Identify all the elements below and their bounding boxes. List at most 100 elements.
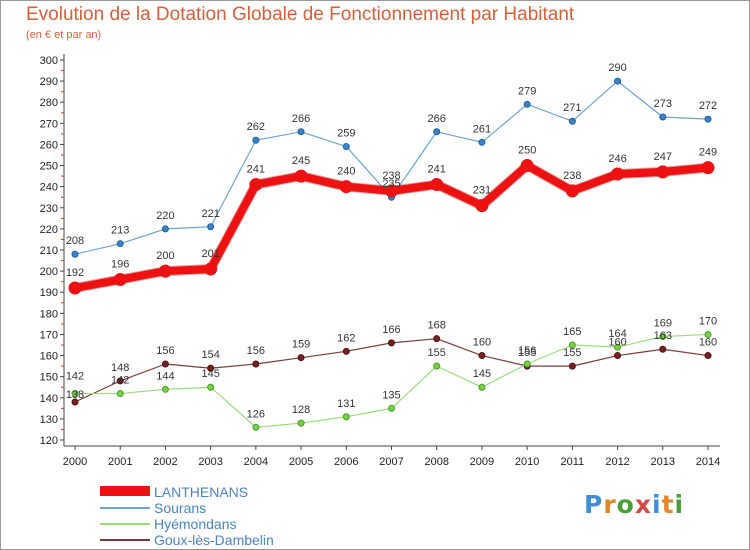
data-point-goux-les-dambelin bbox=[388, 339, 395, 347]
data-point-lanthenans bbox=[701, 161, 715, 175]
data-point-lanthenans bbox=[249, 178, 263, 192]
x-tick-label: 2013 bbox=[651, 456, 675, 468]
data-point-sourans bbox=[71, 250, 79, 258]
data-label-sourans: 221 bbox=[201, 208, 219, 220]
data-label-lanthenans: 245 bbox=[292, 155, 310, 167]
data-point-sourans bbox=[116, 240, 124, 248]
legend-swatch-hyemondans bbox=[100, 523, 150, 525]
data-point-goux-les-dambelin bbox=[433, 335, 441, 343]
data-point-goux-les-dambelin bbox=[297, 354, 305, 362]
data-label-hyemondans: 145 bbox=[201, 368, 219, 380]
data-point-sourans bbox=[704, 115, 712, 123]
data-label-sourans: 266 bbox=[292, 113, 310, 125]
legend-swatch-lanthenans bbox=[100, 486, 150, 496]
data-point-sourans bbox=[207, 223, 215, 231]
data-label-hyemondans: 144 bbox=[156, 370, 174, 382]
data-point-hyemondans bbox=[161, 385, 169, 393]
y-tick-label: 140 bbox=[40, 393, 58, 405]
data-point-hyemondans bbox=[614, 343, 622, 351]
data-label-lanthenans: 247 bbox=[654, 151, 672, 163]
data-point-hyemondans bbox=[342, 413, 350, 421]
data-label-hyemondans: 131 bbox=[337, 398, 355, 410]
data-point-goux-les-dambelin bbox=[704, 352, 712, 360]
logo-letter: i bbox=[674, 490, 685, 519]
chart-subtitle: (en € et par an) bbox=[26, 29, 102, 41]
data-point-sourans bbox=[659, 113, 667, 121]
data-label-lanthenans: 201 bbox=[201, 248, 219, 260]
data-label-sourans: 266 bbox=[428, 113, 446, 125]
y-tick-label: 250 bbox=[40, 161, 58, 173]
x-tick-label: 2014 bbox=[696, 456, 720, 468]
chart-title: Evolution de la Dotation Globale de Fonc… bbox=[26, 4, 575, 25]
x-tick-label: 2011 bbox=[561, 456, 585, 468]
data-point-sourans bbox=[297, 128, 305, 136]
data-label-hyemondans: 170 bbox=[699, 315, 717, 327]
data-point-goux-les-dambelin bbox=[342, 347, 350, 355]
data-point-lanthenans bbox=[158, 264, 172, 278]
data-label-lanthenans: 238 bbox=[563, 170, 581, 182]
y-tick-label: 240 bbox=[40, 182, 58, 194]
data-point-sourans bbox=[614, 77, 622, 85]
data-point-hyemondans bbox=[704, 330, 712, 338]
data-label-hyemondans: 135 bbox=[382, 389, 400, 401]
x-tick-label: 2007 bbox=[379, 456, 403, 468]
data-label-goux-les-dambelin: 154 bbox=[201, 349, 219, 361]
data-label-sourans: 220 bbox=[156, 210, 174, 222]
data-point-lanthenans bbox=[475, 199, 489, 213]
x-tick-label: 2000 bbox=[63, 456, 87, 468]
data-label-sourans: 272 bbox=[699, 100, 717, 112]
y-tick-label: 180 bbox=[40, 308, 58, 320]
x-tick-label: 2005 bbox=[289, 456, 313, 468]
data-point-goux-les-dambelin bbox=[659, 345, 667, 353]
data-label-goux-les-dambelin: 168 bbox=[428, 320, 446, 332]
data-point-sourans bbox=[568, 117, 576, 125]
data-point-sourans bbox=[433, 128, 441, 136]
data-point-lanthenans bbox=[113, 273, 127, 287]
data-label-sourans: 273 bbox=[654, 98, 672, 110]
data-label-goux-les-dambelin: 160 bbox=[699, 337, 717, 349]
y-tick-label: 290 bbox=[40, 76, 58, 88]
data-label-hyemondans: 156 bbox=[518, 345, 536, 357]
data-label-lanthenans: 241 bbox=[428, 164, 446, 176]
x-tick-label: 2004 bbox=[244, 456, 268, 468]
data-label-goux-les-dambelin: 155 bbox=[563, 347, 581, 359]
data-label-hyemondans: 142 bbox=[66, 371, 84, 383]
data-point-hyemondans bbox=[252, 423, 260, 431]
logo-letter: t bbox=[661, 490, 675, 519]
data-label-lanthenans: 240 bbox=[337, 166, 355, 178]
x-tick-label: 2008 bbox=[424, 456, 448, 468]
data-point-goux-les-dambelin bbox=[252, 360, 260, 368]
data-label-hyemondans: 164 bbox=[608, 328, 626, 340]
data-point-sourans bbox=[342, 143, 350, 151]
data-point-sourans bbox=[478, 138, 486, 146]
data-label-goux-les-dambelin: 160 bbox=[473, 337, 491, 349]
data-label-sourans: 261 bbox=[473, 123, 491, 135]
legend-label-sourans: Sourans bbox=[154, 500, 207, 516]
data-label-sourans: 213 bbox=[111, 225, 129, 237]
data-point-hyemondans bbox=[478, 383, 486, 391]
data-point-lanthenans bbox=[385, 184, 398, 198]
data-label-goux-les-dambelin: 148 bbox=[111, 362, 129, 374]
y-tick-label: 170 bbox=[40, 329, 58, 341]
data-label-lanthenans: 250 bbox=[518, 145, 536, 157]
data-label-sourans: 262 bbox=[247, 121, 265, 133]
data-point-goux-les-dambelin bbox=[478, 352, 486, 360]
logo-letter: P bbox=[584, 490, 604, 519]
data-label-hyemondans: 126 bbox=[247, 408, 265, 420]
data-point-lanthenans bbox=[565, 184, 579, 198]
y-tick-label: 230 bbox=[40, 203, 58, 215]
data-point-hyemondans bbox=[388, 404, 395, 412]
data-label-goux-les-dambelin: 156 bbox=[247, 345, 265, 357]
data-point-hyemondans bbox=[297, 419, 305, 427]
data-point-hyemondans bbox=[523, 360, 531, 368]
x-tick-label: 2001 bbox=[108, 456, 132, 468]
data-point-hyemondans bbox=[207, 383, 215, 391]
data-point-goux-les-dambelin bbox=[568, 362, 576, 370]
y-tick-label: 190 bbox=[40, 287, 58, 299]
data-point-goux-les-dambelin bbox=[161, 360, 169, 368]
x-tick-label: 2010 bbox=[515, 456, 539, 468]
legend-swatch-sourans bbox=[100, 507, 150, 509]
data-label-sourans: 235 bbox=[382, 178, 400, 190]
logo-letter: r bbox=[603, 490, 617, 519]
